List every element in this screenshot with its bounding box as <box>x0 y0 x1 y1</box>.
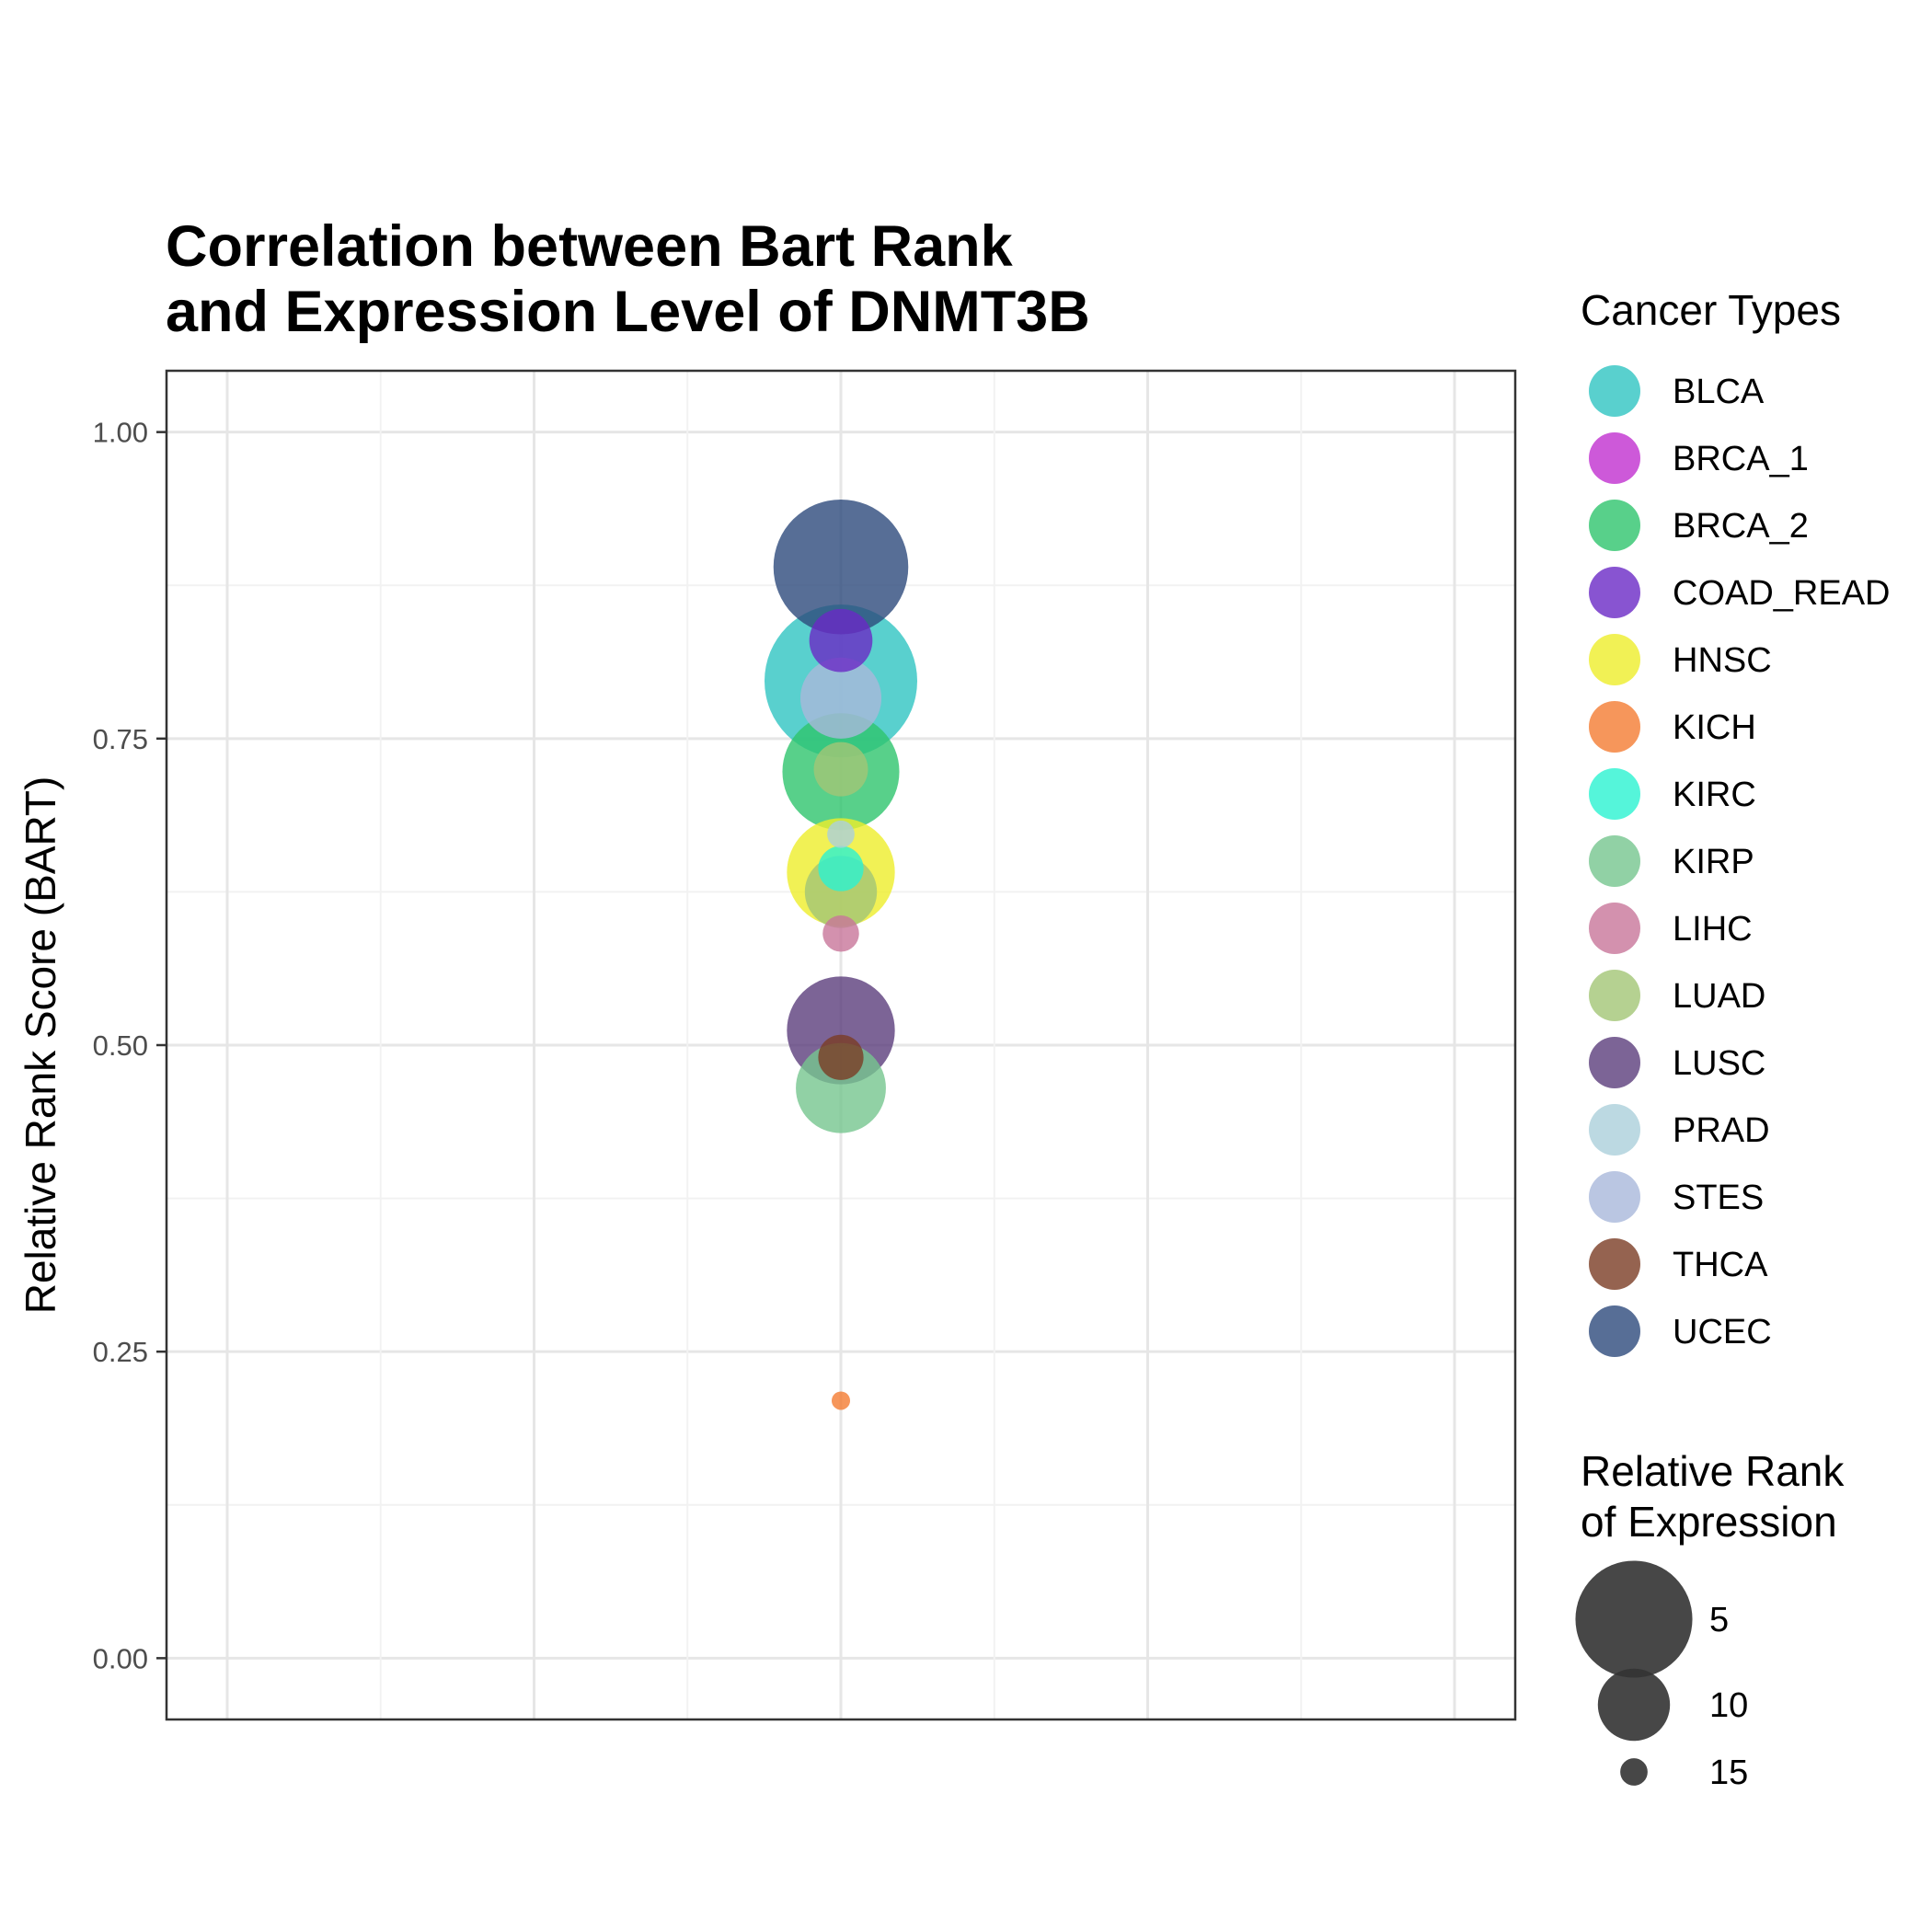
point-luad <box>813 742 868 797</box>
legend-label-brca-2: BRCA_2 <box>1673 507 1809 546</box>
legend-key-kirp <box>1589 835 1640 887</box>
legend-key-brca-1 <box>1589 432 1640 484</box>
size-legend-title-line-1: Relative Rank <box>1581 1447 1845 1495</box>
chart-title-line-1: Correlation between Bart Rank <box>166 214 1014 279</box>
size-key-15 <box>1620 1758 1648 1786</box>
legend-key-coad-read <box>1589 567 1640 618</box>
legend-key-brca-2 <box>1589 500 1640 551</box>
point-lihc <box>822 914 859 952</box>
y-tick-label: 0.75 <box>93 723 148 755</box>
legend-label-kirc: KIRC <box>1673 776 1756 814</box>
legend-key-kirc <box>1589 768 1640 820</box>
legend-label-thca: THCA <box>1673 1246 1768 1284</box>
legend-label-blca: BLCA <box>1673 373 1765 411</box>
legend-label-kich: KICH <box>1673 708 1756 747</box>
legend-key-luad <box>1589 970 1640 1021</box>
legend-label-ucec: UCEC <box>1673 1313 1772 1351</box>
size-legend: 5 10 15 <box>1575 1560 1748 1792</box>
y-tick-label: 0.50 <box>93 1029 148 1062</box>
y-tick-label: 0.00 <box>93 1642 148 1674</box>
data-points <box>765 499 917 1410</box>
color-legend: BLCA BRCA_1 BRCA_2 COAD_READ HNSC KICH KIRC KIR… <box>1589 365 1891 1357</box>
legend-label-luad: LUAD <box>1673 977 1765 1016</box>
chart-title-line-2: and Expression Level of DNMT3B <box>166 280 1090 344</box>
point-stes <box>799 657 882 739</box>
legend-label-hnsc: HNSC <box>1673 641 1772 680</box>
size-label-15: 15 <box>1709 1754 1748 1792</box>
size-label-5: 5 <box>1709 1601 1729 1639</box>
legend-label-lusc: LUSC <box>1673 1044 1765 1083</box>
legend-key-lusc <box>1589 1037 1640 1088</box>
point-thca <box>818 1034 864 1080</box>
legend-key-ucec <box>1589 1305 1640 1357</box>
legend-label-lihc: LIHC <box>1673 910 1753 949</box>
size-key-10 <box>1597 1668 1671 1742</box>
size-key-5 <box>1575 1560 1693 1678</box>
point-kich <box>832 1391 850 1410</box>
legend-key-lihc <box>1589 903 1640 954</box>
legend-key-prad <box>1589 1104 1640 1156</box>
y-axis-label: Relative Rank Score (BART) <box>17 776 64 1315</box>
point-kirc <box>818 845 864 891</box>
y-tick-label: 1.00 <box>93 417 148 449</box>
legend-label-stes: STES <box>1673 1179 1764 1217</box>
point-kirp <box>796 1042 886 1133</box>
legend-key-blca <box>1589 365 1640 417</box>
y-axis: 0.00 0.25 0.50 0.75 1.00 <box>93 417 167 1674</box>
point-ucec <box>773 499 909 635</box>
legend-key-kich <box>1589 701 1640 753</box>
legend-key-hnsc <box>1589 634 1640 685</box>
size-legend-title-line-2: of Expression <box>1581 1498 1837 1546</box>
legend-label-kirp: KIRP <box>1673 843 1754 881</box>
legend-label-prad: PRAD <box>1673 1111 1770 1150</box>
y-tick-label: 0.25 <box>93 1336 148 1368</box>
point-prad <box>827 820 855 848</box>
legend-label-brca-1: BRCA_1 <box>1673 440 1809 478</box>
size-label-10: 10 <box>1709 1686 1748 1725</box>
point-coad-read <box>809 608 873 673</box>
legend-key-stes <box>1589 1171 1640 1223</box>
legend-key-thca <box>1589 1238 1640 1290</box>
legend-label-coad-read: COAD_READ <box>1673 574 1891 613</box>
color-legend-title: Cancer Types <box>1581 286 1841 334</box>
